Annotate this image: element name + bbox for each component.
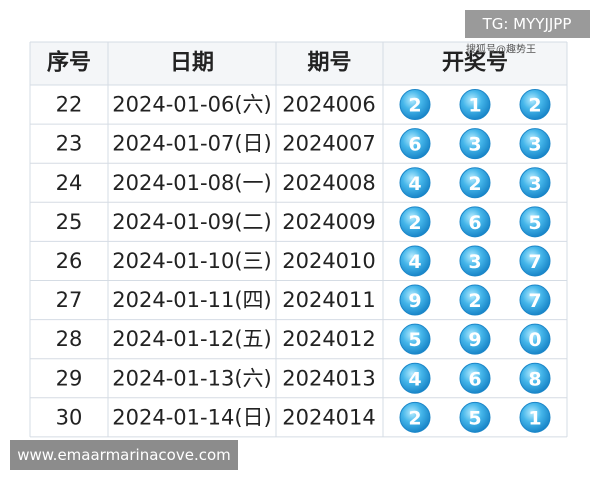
issue-number: 2024007 [282, 132, 376, 156]
ball [459, 362, 491, 394]
top-watermark: TG: MYYJJPP [482, 15, 572, 33]
ball-number: 6 [408, 134, 421, 156]
issue-number: 2024008 [282, 171, 376, 195]
ball [519, 128, 551, 160]
ball-number: 9 [468, 329, 481, 351]
ball [459, 284, 491, 316]
ball-number: 1 [528, 407, 541, 429]
ball-number: 5 [408, 329, 421, 351]
row-number: 28 [56, 327, 83, 351]
ball-number: 3 [468, 251, 481, 273]
ball-number: 2 [468, 173, 481, 195]
ball [399, 323, 431, 355]
bottom-watermark: www.emaarmarinacove.com [17, 446, 231, 464]
row-number: 29 [56, 366, 83, 390]
ball-number: 2 [408, 407, 421, 429]
ball [459, 323, 491, 355]
ball [399, 245, 431, 277]
ball [399, 167, 431, 199]
ball [519, 245, 551, 277]
ball [459, 401, 491, 433]
ball-number: 2 [468, 290, 481, 312]
bottom-watermark-bg [10, 440, 238, 470]
column-header: 日期 [170, 51, 214, 76]
draw-date: 2024-01-13(六) [112, 366, 271, 390]
ball [519, 362, 551, 394]
top-watermark-bg [465, 10, 590, 38]
ball [519, 401, 551, 433]
draw-date: 2024-01-11(四) [112, 288, 271, 312]
ball [459, 128, 491, 160]
draw-date: 2024-01-10(三) [112, 249, 271, 273]
ball-number: 7 [528, 251, 541, 273]
draw-date: 2024-01-12(五) [112, 327, 271, 351]
ball-number: 4 [408, 173, 421, 195]
ball-number: 5 [468, 407, 481, 429]
source-watermark: 搜狐号@趣势王 [466, 43, 536, 56]
ball-number: 3 [528, 134, 541, 156]
issue-number: 2024014 [282, 405, 376, 429]
ball [519, 206, 551, 238]
column-header: 期号 [307, 51, 351, 76]
row-number: 27 [56, 288, 83, 312]
ball-number: 5 [528, 212, 541, 234]
ball-number: 0 [528, 329, 541, 351]
ball-number: 2 [408, 95, 421, 117]
ball [519, 167, 551, 199]
column-header: 序号 [47, 50, 91, 76]
ball-number: 4 [408, 368, 421, 390]
issue-number: 2024006 [282, 93, 376, 117]
issue-number: 2024010 [282, 249, 376, 273]
issue-number: 2024009 [282, 210, 376, 234]
row-number: 24 [56, 171, 83, 195]
ball-number: 6 [468, 212, 481, 234]
issue-number: 2024012 [282, 327, 376, 351]
ball-number: 4 [408, 251, 421, 273]
ball-number: 1 [468, 95, 481, 117]
ball-number: 6 [468, 368, 481, 390]
ball [459, 206, 491, 238]
ball-number: 2 [408, 212, 421, 234]
ball-number: 3 [468, 134, 481, 156]
ball [399, 128, 431, 160]
draw-date: 2024-01-14(日) [112, 405, 271, 429]
ball-number: 7 [528, 290, 541, 312]
ball [399, 362, 431, 394]
ball [399, 401, 431, 433]
row-number: 30 [56, 405, 83, 429]
ball-number: 8 [528, 368, 541, 390]
row-number: 23 [56, 132, 83, 156]
ball-number: 9 [408, 290, 421, 312]
ball [519, 89, 551, 121]
row-number: 22 [56, 93, 83, 117]
ball [519, 284, 551, 316]
ball [459, 245, 491, 277]
row-number: 25 [56, 210, 83, 234]
draw-date: 2024-01-09(二) [112, 210, 271, 234]
ball [459, 167, 491, 199]
ball [399, 89, 431, 121]
draw-date: 2024-01-08(一) [112, 171, 271, 195]
ball-number: 2 [528, 95, 541, 117]
draw-date: 2024-01-06(六) [112, 93, 271, 117]
draw-date: 2024-01-07(日) [112, 132, 271, 156]
ball [459, 89, 491, 121]
issue-number: 2024011 [282, 288, 376, 312]
header-bg [30, 42, 567, 85]
ball [399, 284, 431, 316]
row-number: 26 [56, 249, 83, 273]
ball [519, 323, 551, 355]
ball [399, 206, 431, 238]
ball-number: 3 [528, 173, 541, 195]
issue-number: 2024013 [282, 366, 376, 390]
column-header: 开奖号 [442, 50, 508, 76]
